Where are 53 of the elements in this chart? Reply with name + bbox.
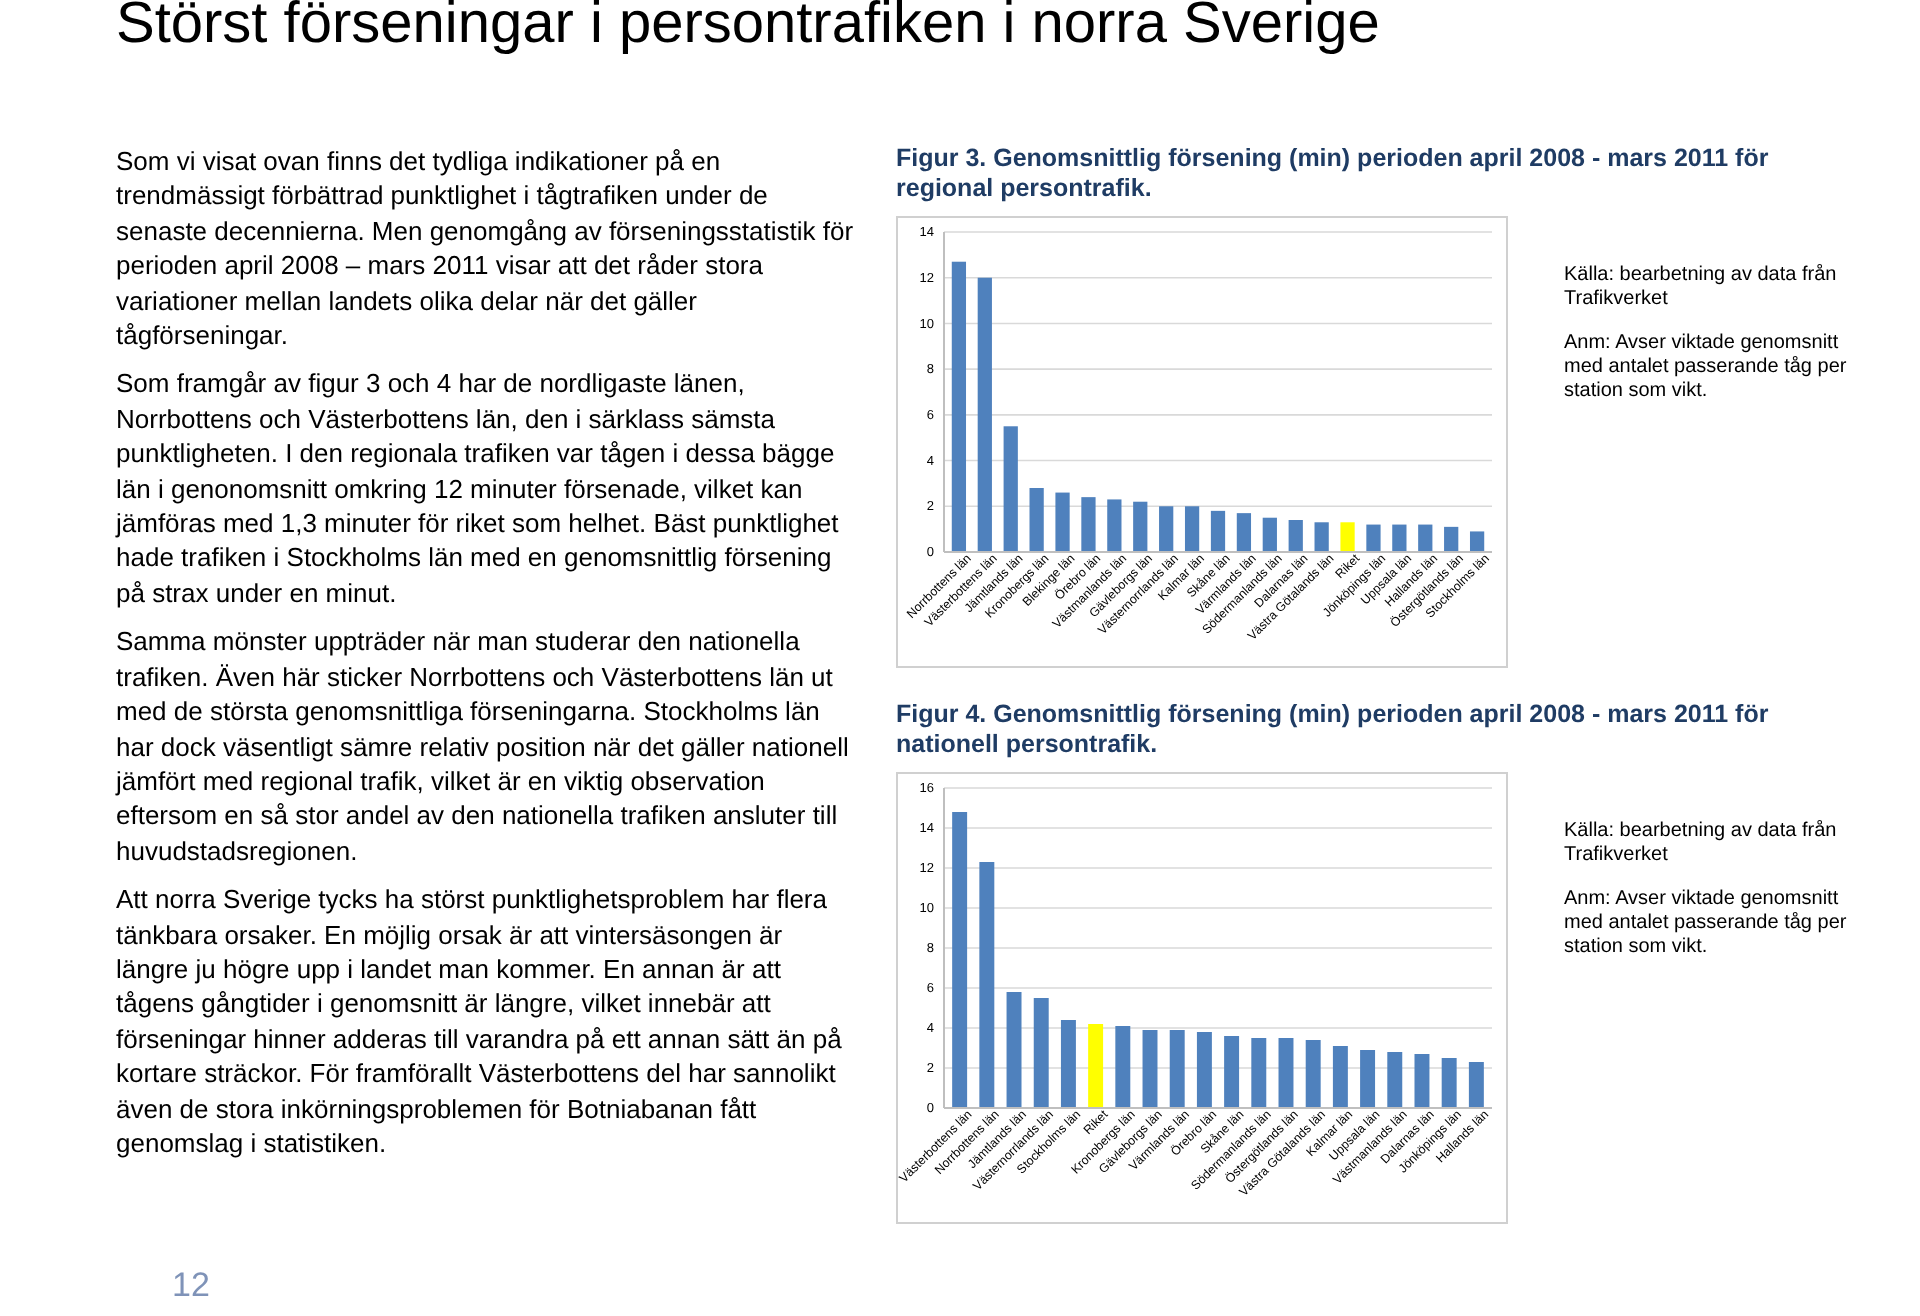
bar <box>1469 531 1485 552</box>
bar <box>1107 499 1122 552</box>
bar <box>1033 998 1049 1108</box>
bar <box>977 277 992 552</box>
bar <box>1314 522 1329 552</box>
bar <box>1029 488 1044 552</box>
text: Att norra Sverige tycks ha störst punktlighetsproblem har flera tänkbara orsaker. En möjlig orsak är att vintersäsongen är längre ju högre upp i landet man kommer. En annan är att tågens gångtider i genomsnitt är längre, vilket innebär att förseningar hinner adderas till varandra på ett annan sätt än på kortare sträckor. För framförallt Västerbottens del har sannolikt även de stora inkörningsproblemen för Botniabanan fått genomslag i statistiken. <box>116 882 844 1161</box>
bar <box>1081 497 1096 552</box>
bar <box>1133 501 1148 552</box>
bar <box>1305 1040 1321 1108</box>
bar <box>1055 492 1070 552</box>
bar <box>1060 1020 1076 1108</box>
bar <box>1115 1026 1131 1108</box>
bar <box>1418 524 1433 552</box>
text: 12 <box>172 1266 210 1306</box>
bar <box>1236 513 1252 552</box>
bar <box>1006 992 1022 1108</box>
bar <box>1444 526 1459 552</box>
bar <box>1088 1024 1104 1108</box>
bar <box>952 812 968 1108</box>
bar <box>1159 506 1174 552</box>
bar <box>1441 1058 1457 1108</box>
bar <box>951 261 967 552</box>
bar <box>1210 510 1226 552</box>
bar <box>1251 1038 1267 1108</box>
bar <box>1387 1052 1403 1108</box>
bar <box>1262 517 1277 552</box>
bar <box>1366 524 1381 552</box>
text: Anm: Avser viktade genomsnitt med antalet passerande tåg per station som vikt. <box>1564 332 1849 404</box>
text: Anm: Avser viktade genomsnitt med antalet passerande tåg per station som vikt. <box>1564 888 1849 960</box>
text: Källa: bearbetning av data från Trafikverket <box>1564 820 1839 868</box>
bar <box>979 862 995 1108</box>
bar <box>1332 1046 1348 1108</box>
bar <box>1414 1054 1430 1108</box>
text: Källa: bearbetning av data från Trafikverket <box>1564 264 1839 312</box>
bar <box>1142 1030 1158 1108</box>
text: Som framgår av figur 3 och 4 har de nordligaste länen, Norrbottens och Västerbottens län, den i särklass sämsta punktligheten. I den regionala trafiken var tågen i dessa bägge län i genonomsnitt omkring 12 minuter försenade, vilket kan jämföras med 1,3 minuter för riket som helhet. Bäst punktlighet hade trafiken i Stockholms län med en genomsnittlig försening på strax under en minut. <box>116 366 841 611</box>
bar <box>1288 520 1303 552</box>
chart-title: Figur 3. Genomsnittlig försening (min) perioden april 2008 - mars 2011 för regional persontrafik. <box>896 144 1771 204</box>
bar <box>1468 1062 1484 1108</box>
bar <box>1278 1038 1294 1108</box>
text: Som vi visat ovan finns det tydliga indikationer på en trendmässigt förbättrad punktlighet i tågtrafiken under de senaste decennierna. Men genomgång av förseningsstatistik för perioden april 2008 – mars 2011 visar att det råder stora variationer mellan landets olika delar när det gäller tågförseningar. <box>116 144 856 353</box>
bar <box>1003 426 1018 552</box>
bar <box>1340 522 1355 552</box>
bar <box>1392 524 1407 552</box>
bar <box>1360 1050 1376 1108</box>
text: Samma mönster uppträder när man studerar den nationella trafiken. Även här sticker Norrbottens och Västerbottens län ut med de största genomsnittliga förseningarna. Stockholms län har dock väsentligt sämre relativ position när det gäller nationell jämfört med regional trafik, vilket är en viktig observation eftersom en så stor andel av den nationella trafiken ansluter till huvudstadsregionen. <box>116 624 851 869</box>
chart-title: Figur 4. Genomsnittlig försening (min) perioden april 2008 - mars 2011 för nationell persontrafik. <box>896 700 1771 760</box>
bar <box>1169 1030 1185 1108</box>
bar <box>1196 1032 1212 1108</box>
bar <box>1184 506 1200 552</box>
bar <box>1224 1036 1240 1108</box>
text: Störst förseningar i persontrafiken i norra Sverige <box>116 0 1380 58</box>
